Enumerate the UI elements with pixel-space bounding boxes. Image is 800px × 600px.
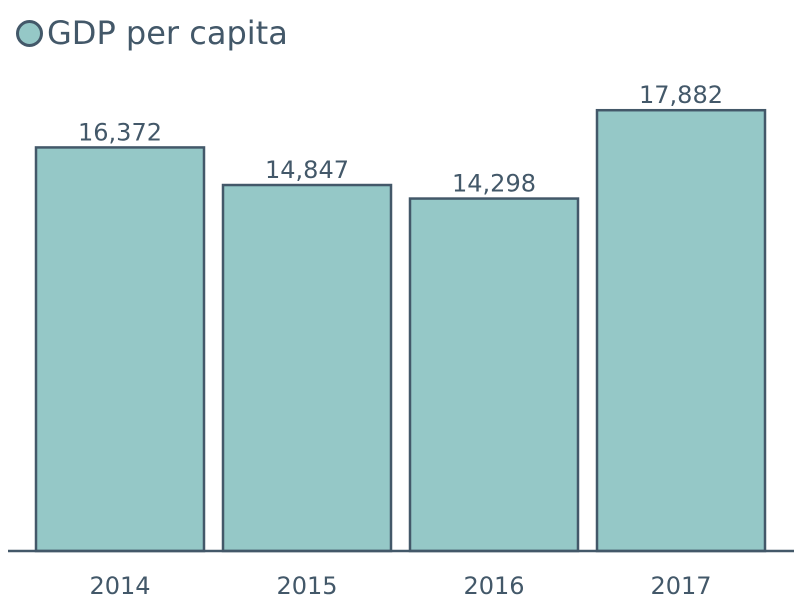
- legend-swatch: [16, 19, 43, 47]
- value-label-2015: 14,847: [265, 156, 349, 184]
- x-tick-label-2017: 2017: [650, 572, 711, 600]
- x-tick-label-2015: 2015: [276, 572, 337, 600]
- bar-2014: [34, 146, 206, 553]
- x-tick-labels-group: 2014 2015 2016 2017: [89, 572, 711, 600]
- bar-2016: [408, 197, 580, 553]
- bars-group: [34, 108, 767, 553]
- value-label-2017: 17,882: [639, 81, 723, 109]
- bar-2017: [595, 108, 767, 553]
- x-tick-label-2014: 2014: [89, 572, 150, 600]
- legend: GDP per capita: [16, 14, 288, 52]
- value-labels-group: 16,372 14,847 14,298 17,882: [78, 81, 723, 197]
- x-tick-label-2016: 2016: [463, 572, 524, 600]
- value-label-2016: 14,298: [452, 170, 536, 198]
- value-label-2014: 16,372: [78, 118, 162, 146]
- legend-label: GDP per capita: [47, 14, 288, 52]
- bar-2015: [221, 183, 393, 553]
